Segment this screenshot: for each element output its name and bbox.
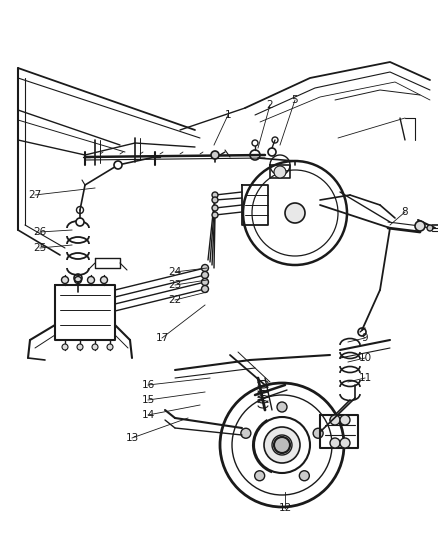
Text: 13: 13 <box>125 433 138 443</box>
Text: 8: 8 <box>401 207 407 217</box>
Text: 26: 26 <box>33 227 46 237</box>
Circle shape <box>426 225 432 231</box>
Circle shape <box>201 264 208 271</box>
Circle shape <box>212 192 218 198</box>
Circle shape <box>329 415 339 425</box>
Circle shape <box>339 415 349 425</box>
Text: 24: 24 <box>168 267 181 277</box>
Circle shape <box>212 197 218 203</box>
Circle shape <box>212 205 218 211</box>
Text: 2: 2 <box>266 100 273 110</box>
Text: 22: 22 <box>168 295 181 305</box>
Circle shape <box>201 271 208 279</box>
Text: 12: 12 <box>278 503 291 513</box>
Circle shape <box>251 140 258 146</box>
Text: 1: 1 <box>224 110 231 120</box>
Circle shape <box>272 435 291 455</box>
Circle shape <box>62 344 68 350</box>
Text: 5: 5 <box>291 95 298 105</box>
Circle shape <box>92 344 98 350</box>
Text: 27: 27 <box>28 190 42 200</box>
Circle shape <box>263 427 299 463</box>
Circle shape <box>211 151 219 159</box>
Circle shape <box>76 218 84 226</box>
Text: 23: 23 <box>168 280 181 290</box>
Circle shape <box>201 286 208 293</box>
Text: 17: 17 <box>155 333 168 343</box>
Text: 14: 14 <box>141 410 154 420</box>
Circle shape <box>284 203 304 223</box>
Circle shape <box>240 428 250 438</box>
Circle shape <box>312 428 322 438</box>
Circle shape <box>329 438 339 448</box>
Circle shape <box>339 438 349 448</box>
Text: 9: 9 <box>361 333 367 343</box>
Text: 11: 11 <box>357 373 371 383</box>
Circle shape <box>87 277 94 284</box>
Circle shape <box>212 212 218 218</box>
Circle shape <box>100 277 107 284</box>
Circle shape <box>77 344 83 350</box>
Circle shape <box>114 161 122 169</box>
Circle shape <box>61 277 68 284</box>
Circle shape <box>201 279 208 286</box>
Circle shape <box>107 344 113 350</box>
Text: 25: 25 <box>33 243 46 253</box>
Circle shape <box>299 471 309 481</box>
Circle shape <box>273 166 285 178</box>
Text: 16: 16 <box>141 380 154 390</box>
Text: 15: 15 <box>141 395 154 405</box>
Circle shape <box>273 437 290 453</box>
Circle shape <box>276 402 286 412</box>
Circle shape <box>254 471 264 481</box>
Circle shape <box>414 221 424 231</box>
Circle shape <box>74 277 81 284</box>
Text: 10: 10 <box>357 353 371 363</box>
